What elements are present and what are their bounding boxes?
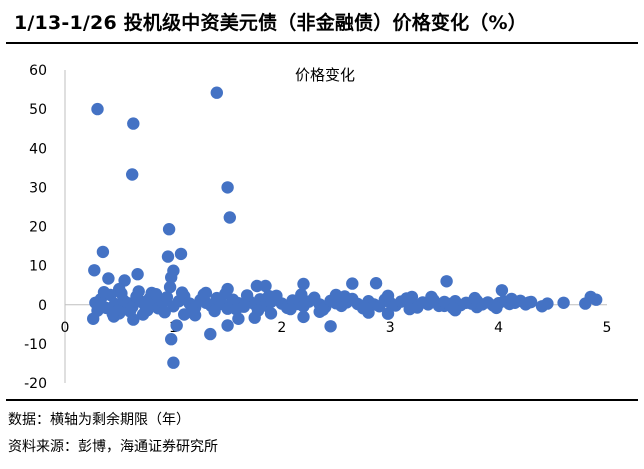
x-tick-label: 0 <box>61 320 70 336</box>
x-tick-label: 2 <box>277 320 286 336</box>
data-point <box>175 286 189 299</box>
data-point <box>490 301 503 315</box>
data-point <box>162 223 176 236</box>
data-point <box>219 287 232 300</box>
data-point <box>262 289 275 303</box>
data-point <box>102 272 115 285</box>
data-point <box>297 277 310 291</box>
data-point <box>185 303 198 316</box>
data-point <box>197 288 210 301</box>
data-point <box>223 211 236 224</box>
data-point <box>127 117 140 130</box>
data-point <box>131 268 144 281</box>
data-point <box>369 277 383 290</box>
data-point <box>346 277 359 290</box>
data-point <box>160 291 174 304</box>
data-point <box>230 303 243 316</box>
data-point <box>158 306 171 319</box>
data-point <box>126 168 139 181</box>
data-point <box>360 302 373 315</box>
data-point <box>316 303 330 316</box>
y-tick-label: 10 <box>29 259 47 275</box>
data-point <box>208 304 221 318</box>
data-point <box>141 304 154 317</box>
data-point <box>96 245 110 259</box>
chart-axes: -20-100102030405060012345 <box>24 63 611 392</box>
data-point <box>165 271 178 284</box>
data-point <box>259 279 272 293</box>
data-point <box>295 288 308 301</box>
data-point <box>149 288 163 301</box>
x-tick-label: 5 <box>603 320 612 336</box>
y-tick-label: 40 <box>29 141 47 157</box>
data-point <box>161 250 175 263</box>
header: 1/13-1/26 投机级中资美元债（非金融债）价格变化（%） <box>0 0 644 44</box>
data-point <box>338 290 351 303</box>
data-point <box>250 279 264 293</box>
chart-points <box>87 86 603 369</box>
y-tick-label: 50 <box>29 102 47 118</box>
data-point <box>557 296 570 309</box>
data-point <box>251 304 265 317</box>
data-point <box>167 356 180 369</box>
y-tick-label: 60 <box>29 63 47 79</box>
data-point <box>106 307 119 320</box>
data-point <box>221 319 234 332</box>
data-point <box>91 304 104 317</box>
y-tick-label: -10 <box>24 337 47 353</box>
chart-title: 价格变化 <box>295 66 355 84</box>
data-point <box>579 297 592 310</box>
data-point <box>165 333 178 346</box>
data-point <box>163 280 177 294</box>
data-point <box>524 295 538 309</box>
data-point <box>170 319 183 332</box>
data-point <box>440 275 453 288</box>
data-point <box>97 286 111 299</box>
y-tick-label: 0 <box>38 298 47 314</box>
data-point <box>240 289 254 302</box>
top-divider <box>6 42 638 44</box>
data-point <box>174 247 188 261</box>
data-point <box>425 290 438 304</box>
data-point <box>115 287 128 300</box>
data-point <box>403 302 416 316</box>
data-point <box>204 327 217 341</box>
data-point <box>297 310 310 324</box>
data-point <box>132 285 145 298</box>
x-tick-label: 4 <box>494 320 503 336</box>
data-point <box>446 302 460 315</box>
page-title: 1/13-1/26 投机级中资美元债（非金融债）价格变化（%） <box>14 12 527 34</box>
y-tick-label: -20 <box>24 376 47 392</box>
data-point <box>381 289 395 302</box>
data-point <box>505 292 518 306</box>
source-note: 资料来源：彭博，海通证券研究所 <box>8 439 218 455</box>
data-point <box>324 320 337 333</box>
data-point <box>535 300 549 313</box>
data-point <box>221 181 234 194</box>
data-point <box>88 264 101 277</box>
data-point <box>123 305 137 318</box>
footnote: 数据：横轴为剩余期限（年） <box>8 412 190 428</box>
data-point <box>495 284 509 297</box>
data-point <box>232 312 245 325</box>
data-point <box>381 307 395 320</box>
data-point <box>284 302 297 316</box>
scatter-chart: -20-100102030405060012345 价格变化 <box>24 63 611 392</box>
data-point <box>468 291 481 305</box>
x-tick-label: 3 <box>386 320 395 336</box>
data-point <box>91 102 104 116</box>
y-tick-label: 20 <box>29 220 47 236</box>
data-point <box>590 293 603 306</box>
data-point <box>210 86 223 99</box>
bottom-divider <box>6 399 638 401</box>
y-tick-label: 30 <box>29 180 47 196</box>
